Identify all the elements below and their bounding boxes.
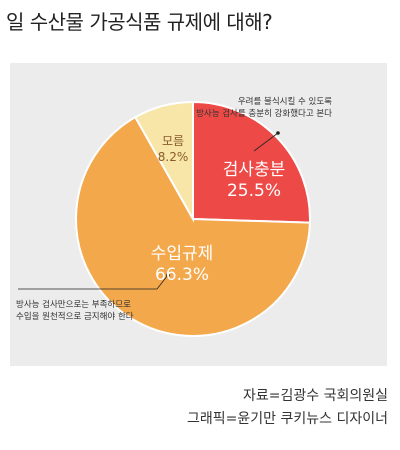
leader-line: [18, 274, 169, 290]
annotation-text: 우려를 불식시킬 수 있도록: [238, 96, 332, 107]
annotation-text: 수입을 원천적으로 금지해야 한다: [16, 311, 134, 322]
leader-dot: [166, 273, 170, 277]
slice-label: 수입규제: [151, 244, 214, 264]
source-text: 자료=김광수 국회의원실: [243, 388, 388, 404]
pie-slice-3: [133, 100, 194, 223]
chart-title: 일 수산물 가공식품 규제에 대해?: [6, 10, 273, 34]
pie-slice-1: [192, 100, 311, 224]
slice-value-label: 66.3%: [155, 265, 209, 285]
leader-line: [253, 132, 279, 152]
slice-value-label: 25.5%: [227, 181, 281, 201]
slice-label: 검사충분: [223, 160, 286, 180]
credit-text: 그래픽=윤기만 쿠키뉴스 디자이너: [187, 411, 388, 427]
slice-label: 모름: [162, 134, 184, 148]
slice-value-label: 8.2%: [158, 150, 189, 164]
pie-slice-2: [74, 115, 311, 337]
annotation-text: 방사능 검사만으로는 부족하므로: [16, 299, 131, 310]
annotation-text: 방사능 검사를 충분히 강화했다고 본다: [196, 108, 332, 119]
leader-dot: [276, 131, 280, 135]
